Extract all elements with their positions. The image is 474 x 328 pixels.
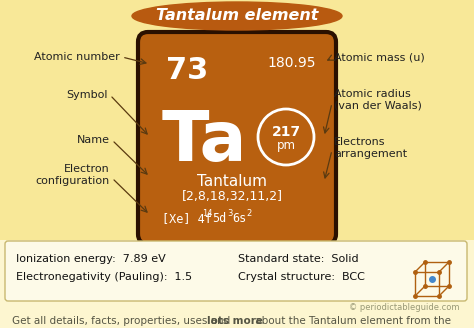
- Text: [Xe] 4f: [Xe] 4f: [162, 212, 212, 225]
- Text: 14: 14: [202, 209, 212, 218]
- Text: Tantalum element: Tantalum element: [156, 9, 318, 24]
- Text: Name: Name: [77, 135, 110, 145]
- Text: 180.95: 180.95: [267, 56, 316, 70]
- Text: Tantalum: Tantalum: [197, 174, 267, 189]
- Text: 5d: 5d: [212, 212, 226, 225]
- Text: Ta: Ta: [162, 109, 247, 175]
- Bar: [0, 0, 474, 240]
- Text: Get all details, facts, properties, uses and: Get all details, facts, properties, uses…: [12, 316, 234, 326]
- FancyBboxPatch shape: [5, 241, 467, 301]
- FancyBboxPatch shape: [138, 32, 336, 244]
- Text: Atomic mass (u): Atomic mass (u): [334, 53, 425, 63]
- Text: Electronegativity (Pauling):  1.5: Electronegativity (Pauling): 1.5: [16, 272, 192, 282]
- Text: 73: 73: [166, 56, 208, 85]
- Ellipse shape: [132, 2, 342, 30]
- Text: 217: 217: [272, 125, 301, 139]
- Bar: [0, 240, 474, 328]
- Text: Atomic radius
(van der Waals): Atomic radius (van der Waals): [334, 89, 422, 111]
- Text: 2: 2: [246, 209, 251, 218]
- Text: 6s: 6s: [232, 212, 246, 225]
- Text: © periodictableguide.com: © periodictableguide.com: [349, 303, 460, 312]
- Text: pm: pm: [276, 139, 295, 153]
- Text: lots more: lots more: [207, 316, 263, 326]
- Text: Electrons
arrangement: Electrons arrangement: [334, 137, 407, 159]
- Text: Ionization energy:  7.89 eV: Ionization energy: 7.89 eV: [16, 254, 166, 264]
- Text: Crystal structure:  BCC: Crystal structure: BCC: [238, 272, 365, 282]
- Text: 3: 3: [227, 209, 232, 218]
- Text: [2,8,18,32,11,2]: [2,8,18,32,11,2]: [182, 190, 283, 203]
- Text: about the Tantalum element from the: about the Tantalum element from the: [252, 316, 451, 326]
- Text: Atomic number: Atomic number: [34, 52, 120, 62]
- Text: Standard state:  Solid: Standard state: Solid: [238, 254, 359, 264]
- Text: Symbol: Symbol: [66, 90, 108, 100]
- Text: Electron
configuration: Electron configuration: [36, 164, 110, 186]
